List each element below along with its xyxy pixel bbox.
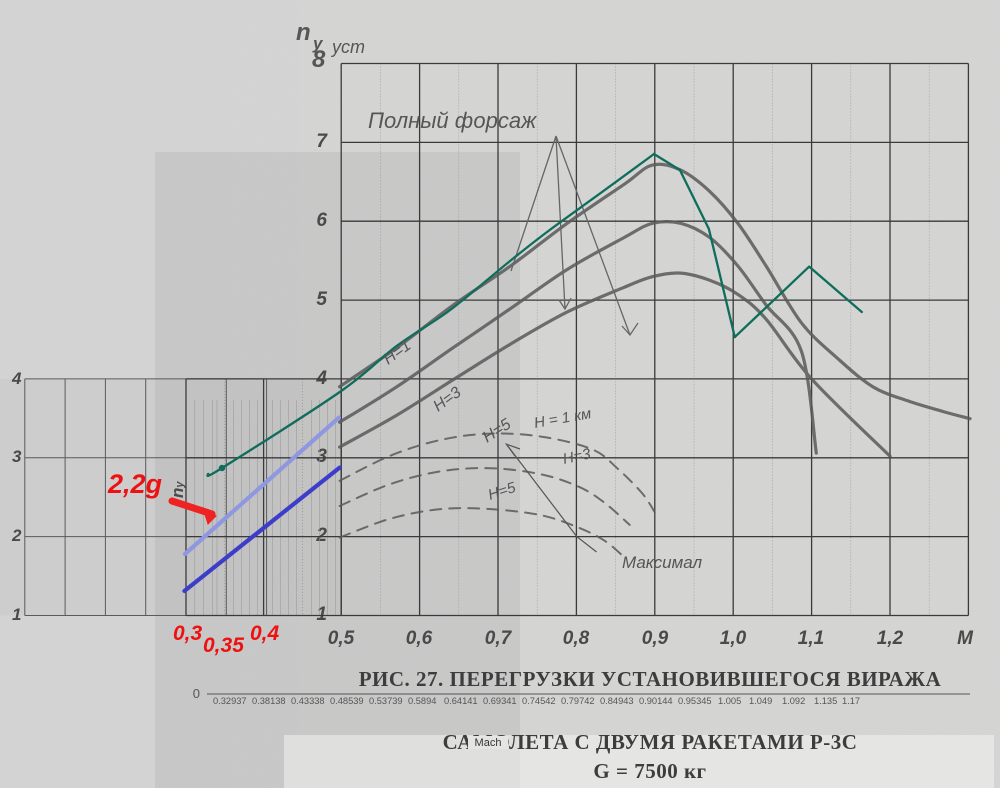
svg-text:1: 1: [316, 604, 327, 625]
svg-text:1.049: 1.049: [749, 696, 772, 706]
svg-text:0.64141: 0.64141: [444, 696, 478, 706]
svg-text:0.38138: 0.38138: [252, 696, 286, 706]
svg-text:2,2g: 2,2g: [107, 469, 163, 499]
svg-text:4: 4: [11, 369, 22, 388]
svg-text:0.74542: 0.74542: [522, 696, 556, 706]
svg-text:0,4: 0,4: [250, 622, 280, 645]
svg-text:1.005: 1.005: [718, 696, 741, 706]
svg-text:1,0: 1,0: [720, 628, 747, 649]
svg-text:Полный форсаж: Полный форсаж: [368, 108, 537, 133]
svg-text:0,9: 0,9: [642, 628, 669, 649]
svg-text:7: 7: [316, 131, 328, 152]
svg-text:1.092: 1.092: [782, 696, 805, 706]
svg-text:3: 3: [12, 447, 22, 466]
svg-text:1.135: 1.135: [814, 696, 837, 706]
svg-text:1,1: 1,1: [798, 628, 824, 649]
svg-text:2: 2: [11, 526, 22, 545]
svg-text:РИС. 27. ПЕРЕГРУЗКИ УСТАНОВИВШ: РИС. 27. ПЕРЕГРУЗКИ УСТАНОВИВШЕГОСЯ ВИРА…: [359, 667, 942, 691]
svg-text:1: 1: [12, 605, 21, 624]
svg-text:0.84943: 0.84943: [600, 696, 634, 706]
svg-text:G = 7500 кг: G = 7500 кг: [593, 759, 706, 783]
svg-text:0.43338: 0.43338: [291, 696, 325, 706]
svg-text:0.95345: 0.95345: [678, 696, 712, 706]
svg-text:8: 8: [312, 46, 326, 73]
svg-text:1,2: 1,2: [877, 628, 904, 649]
svg-text:0.48539: 0.48539: [330, 696, 364, 706]
svg-text:0,8: 0,8: [563, 628, 590, 649]
svg-text:0,5: 0,5: [328, 628, 355, 649]
svg-text:3: 3: [316, 446, 327, 467]
svg-text:0.5894: 0.5894: [408, 696, 436, 706]
svg-text:0.90144: 0.90144: [639, 696, 673, 706]
svg-text:M: M: [957, 628, 974, 649]
svg-text:1.17: 1.17: [842, 696, 860, 706]
svg-text:0.79742: 0.79742: [561, 696, 595, 706]
svg-text:Mach: Mach: [475, 737, 502, 749]
svg-text:0,3: 0,3: [173, 622, 203, 645]
svg-text:5: 5: [316, 289, 327, 310]
svg-text:0,7: 0,7: [485, 628, 513, 649]
svg-text:0.69341: 0.69341: [483, 696, 517, 706]
svg-text:0: 0: [193, 686, 200, 701]
svg-text:0,6: 0,6: [406, 628, 433, 649]
svg-text:0.53739: 0.53739: [369, 696, 403, 706]
svg-text:n: n: [296, 19, 311, 46]
svg-text:0,35: 0,35: [203, 634, 244, 657]
svg-text:6: 6: [316, 210, 327, 231]
svg-text:Максимал: Максимал: [622, 553, 703, 572]
svg-text:2: 2: [315, 525, 327, 546]
svg-text:0.32937: 0.32937: [213, 696, 247, 706]
svg-text:уст: уст: [330, 37, 365, 57]
